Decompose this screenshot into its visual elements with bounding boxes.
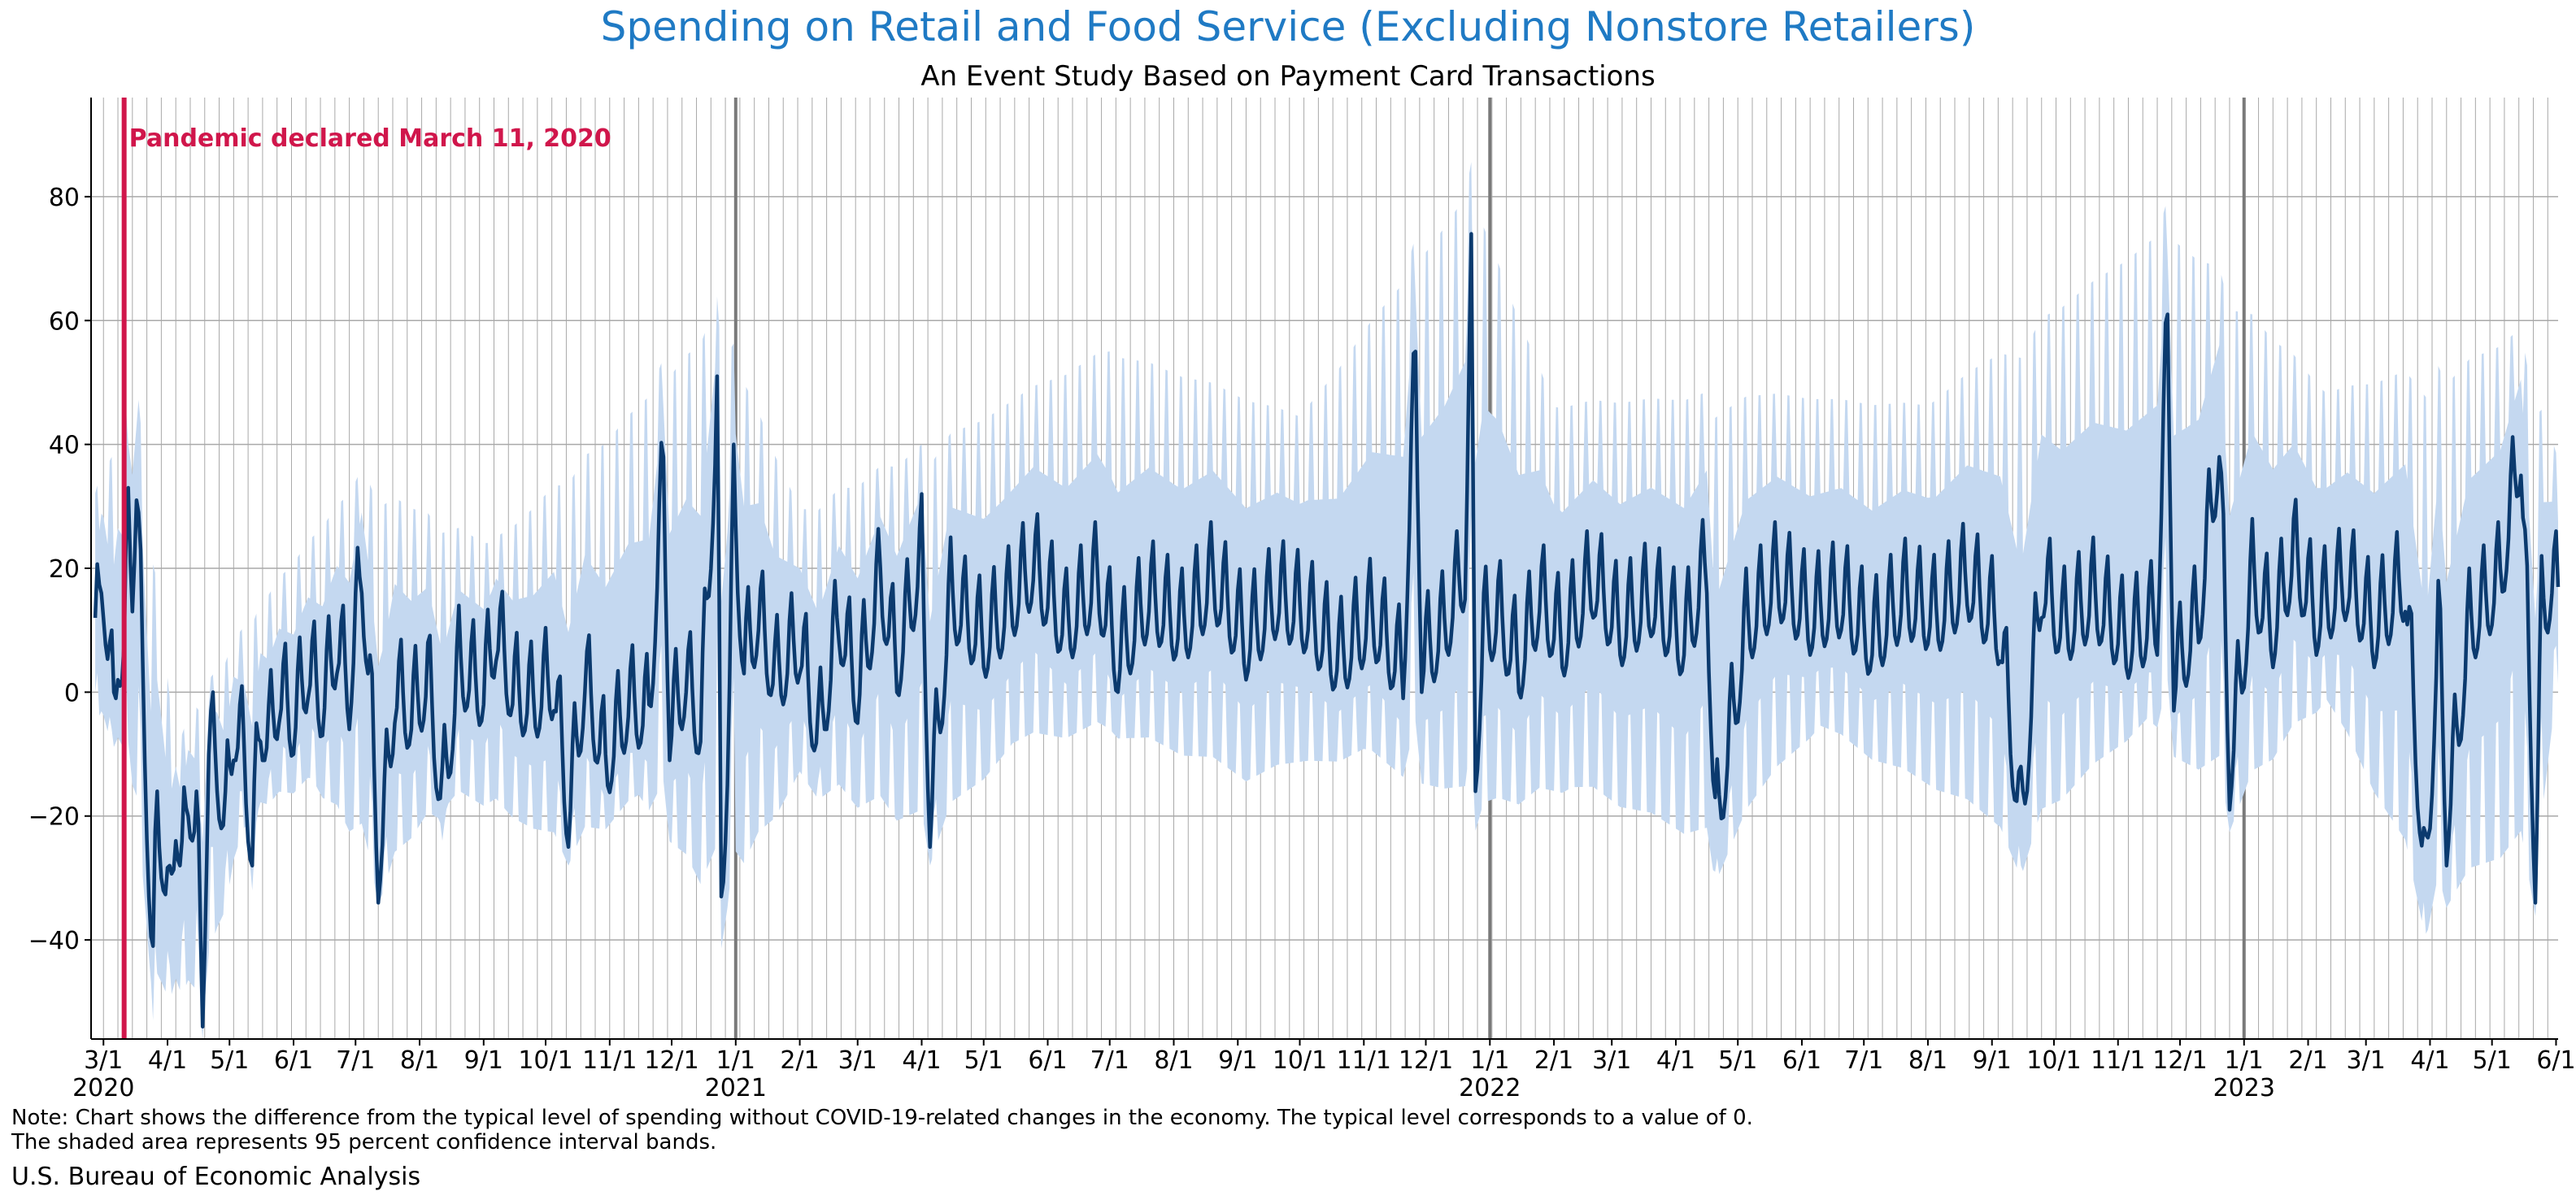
- x-tick-label: 4/1: [148, 1046, 187, 1075]
- x-tick-label: 1/1: [716, 1046, 755, 1075]
- event-marker: Pandemic declared March 11, 2020: [121, 98, 611, 1039]
- x-tick-label: 6/1: [1782, 1046, 1821, 1075]
- x-tick-label: 6/1: [2536, 1046, 2575, 1075]
- x-tick-label: 11/1: [1337, 1046, 1391, 1075]
- y-tick-label: −40: [28, 927, 80, 955]
- y-tick-label: 60: [49, 307, 80, 336]
- y-tick-label: 80: [49, 184, 80, 212]
- x-tick-label: 8/1: [1154, 1046, 1193, 1075]
- spending-line: [93, 232, 2561, 1029]
- note-line-1: Note: Chart shows the difference from th…: [11, 1106, 1753, 1130]
- x-tick-label: 1/1: [1470, 1046, 1509, 1075]
- x-tick-label: 8/1: [400, 1046, 439, 1075]
- x-tick-label: 6/1: [1028, 1046, 1067, 1075]
- x-tick-label: 3/1: [838, 1046, 877, 1075]
- x-year-label: 2023: [2213, 1074, 2275, 1102]
- x-tick-label: 4/1: [1656, 1046, 1695, 1075]
- x-tick-label: 2/1: [2288, 1046, 2327, 1075]
- x-year-label: 2022: [1459, 1074, 1521, 1102]
- x-tick-label: 7/1: [1090, 1046, 1129, 1075]
- x-tick-label: 9/1: [1218, 1046, 1257, 1075]
- y-tick-label: 20: [49, 555, 80, 584]
- x-tick-label: 7/1: [1844, 1046, 1883, 1075]
- x-tick-label: 7/1: [336, 1046, 375, 1075]
- x-tick-label: 4/1: [2410, 1046, 2449, 1075]
- x-tick-label: 5/1: [1718, 1046, 1757, 1075]
- x-tick-label: 10/1: [518, 1046, 572, 1075]
- x-tick-label: 5/1: [210, 1046, 249, 1075]
- x-tick-label: 11/1: [582, 1046, 637, 1075]
- x-tick-label: 8/1: [1908, 1046, 1947, 1075]
- x-tick-label: 12/1: [1399, 1046, 1453, 1075]
- x-tick-label: 12/1: [2152, 1046, 2207, 1075]
- x-tick-label: 9/1: [1973, 1046, 2012, 1075]
- x-tick-label: 3/1: [84, 1046, 123, 1075]
- chart-title: Spending on Retail and Food Service (Exc…: [600, 3, 1976, 50]
- x-tick-label: 11/1: [2091, 1046, 2145, 1075]
- note-line-2: The shaded area represents 95 percent co…: [11, 1130, 717, 1154]
- chart-note: Note: Chart shows the difference from th…: [11, 1106, 1753, 1154]
- y-tick-label: 0: [64, 679, 80, 707]
- x-tick-label: 2/1: [780, 1046, 819, 1075]
- x-tick-label: 9/1: [464, 1046, 503, 1075]
- chart-subtitle: An Event Study Based on Payment Card Tra…: [920, 60, 1656, 93]
- y-tick-label: −20: [28, 803, 80, 832]
- x-tick-label: 1/1: [2225, 1046, 2264, 1075]
- axes: [85, 98, 2558, 1046]
- x-year-label: 2021: [705, 1074, 767, 1102]
- x-tick-label: 10/1: [2026, 1046, 2081, 1075]
- x-tick-label: 10/1: [1273, 1046, 1327, 1075]
- pandemic-event-label: Pandemic declared March 11, 2020: [129, 124, 611, 153]
- source-label: U.S. Bureau of Economic Analysis: [11, 1163, 421, 1191]
- x-tick-label: 4/1: [902, 1046, 941, 1075]
- x-tick-label: 3/1: [2347, 1046, 2386, 1075]
- x-tick-label: 12/1: [644, 1046, 698, 1075]
- x-tick-label: 5/1: [2473, 1046, 2512, 1075]
- series-line: [93, 232, 2561, 1029]
- y-tick-label: 40: [49, 432, 80, 460]
- x-tick-label: 6/1: [274, 1046, 313, 1075]
- x-tick-label: 5/1: [964, 1046, 1003, 1075]
- x-tick-label: 3/1: [1592, 1046, 1631, 1075]
- x-tick-label: 2/1: [1534, 1046, 1573, 1075]
- x-year-label: 2020: [72, 1074, 134, 1102]
